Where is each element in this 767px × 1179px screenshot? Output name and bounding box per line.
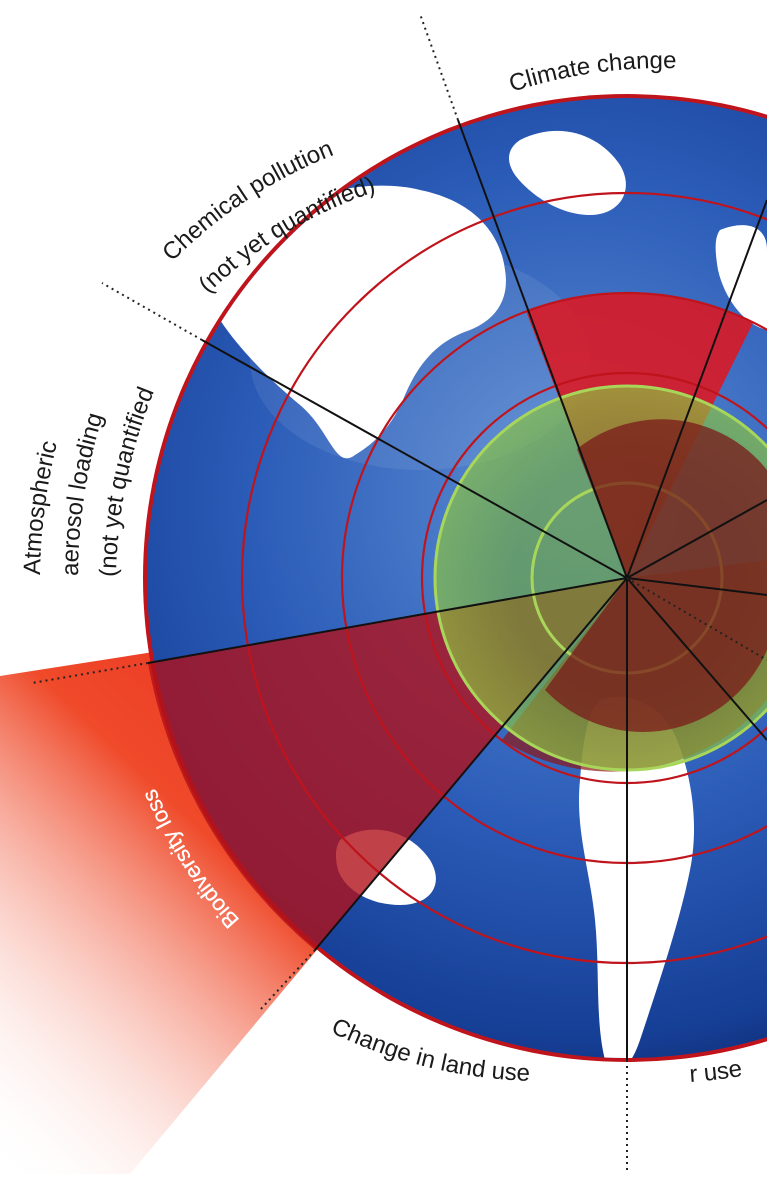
label-water-use-partial: r use bbox=[689, 1055, 744, 1088]
label-aerosol-1: Atmospheric bbox=[19, 438, 63, 575]
dotted-guides bbox=[31, 13, 767, 1174]
center-overshoot bbox=[545, 419, 767, 732]
label-climate-change: Climate change bbox=[506, 47, 677, 98]
sector-lines bbox=[147, 119, 767, 1060]
